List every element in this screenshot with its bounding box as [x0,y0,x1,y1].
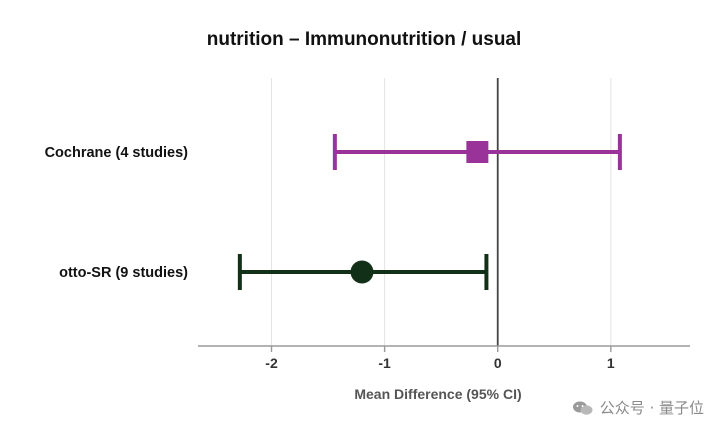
estimate-square [466,141,489,163]
grid-lines [271,78,612,346]
x-tick-label--2: -2 [265,355,278,371]
row-label: Cochrane (4 studies) [45,145,189,161]
x-tick-label-1: 1 [607,355,615,371]
study-rows: Cochrane (4 studies) otto-SR (9 studies) [45,134,622,290]
study-row-2: otto-SR (9 studies) [59,254,489,290]
chart-title: nutrition – Immunonutrition / usual [207,29,522,50]
estimate-circle [350,260,374,284]
x-tick-label-0: 0 [494,355,502,371]
x-axis-label: Mean Difference (95% CI) [354,386,521,402]
watermark: 公众号 · 量子位 [572,397,704,418]
x-axis: -2 -1 0 1 [198,345,690,371]
row-label: otto-SR (9 studies) [59,265,188,281]
watermark-text: 公众号 · 量子位 [599,399,704,417]
wechat-icon [572,401,593,415]
study-row-1: Cochrane (4 studies) [45,134,622,170]
x-tick-label--1: -1 [378,355,391,371]
